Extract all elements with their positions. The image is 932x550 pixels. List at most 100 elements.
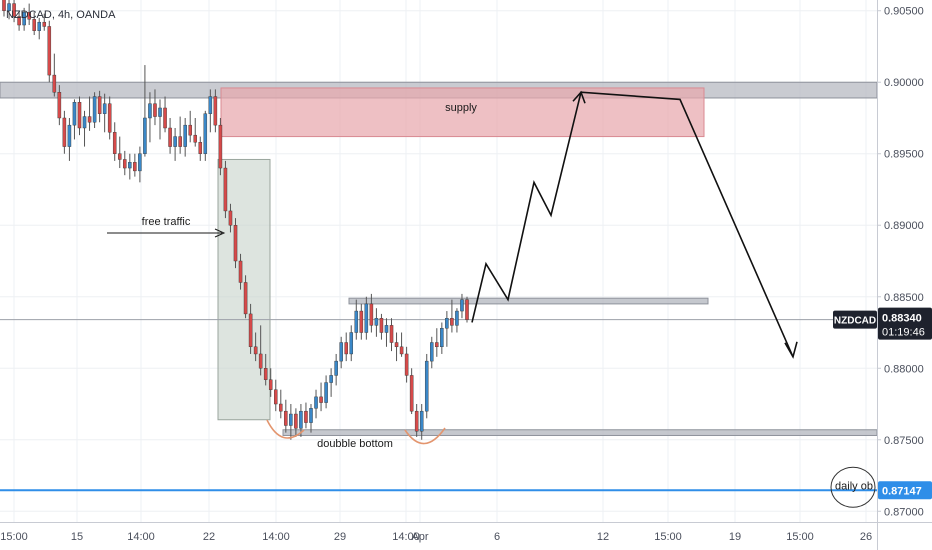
candle-body: [97, 96, 102, 114]
current-price-value: 0.88340: [882, 313, 922, 325]
candle-body: [324, 382, 328, 403]
candle-body: [435, 342, 439, 348]
candle-body: [233, 225, 238, 262]
price-tick-label: 0.90500: [884, 6, 924, 18]
candle-body: [304, 410, 308, 423]
price-tick-label: 0.89500: [884, 149, 924, 161]
time-tick-label: 26: [860, 531, 872, 543]
candle-body: [354, 310, 359, 333]
symbol-title: NZDCAD, 4h, OANDA: [6, 9, 116, 21]
time-tick-label: 14:00: [392, 531, 420, 543]
neckline-level: [348, 297, 709, 305]
time-tick-label: 14:00: [262, 531, 290, 543]
candle-body: [138, 153, 142, 172]
gridlines: [0, 0, 877, 522]
bottom-arc-left: [266, 419, 305, 439]
time-tick-label: 22: [203, 531, 215, 543]
price-tick-label: 0.89000: [884, 220, 924, 232]
candle-body: [77, 102, 82, 129]
candle-body: [148, 103, 152, 119]
candle-body: [248, 313, 253, 348]
time-tick-label: 14:00: [127, 531, 155, 543]
candle-body: [67, 124, 72, 147]
symbol-tag-bg: [833, 310, 877, 329]
candle-body: [183, 124, 187, 147]
candle-body: [243, 282, 248, 315]
candle-body: [57, 92, 62, 119]
bottom-arc-right: [404, 427, 446, 445]
candle-body: [319, 396, 323, 403]
candle-body: [334, 360, 338, 376]
candle-body: [12, 3, 16, 17]
time-tick-label: 15:00: [786, 531, 814, 543]
candle-body: [299, 410, 303, 429]
candle-body: [238, 260, 243, 283]
candle-body: [198, 142, 203, 154]
candle-body: [404, 353, 409, 376]
candle-body: [455, 310, 459, 326]
candle-body: [208, 96, 213, 114]
candle-body: [163, 107, 167, 129]
price-tick-label: 0.87500: [884, 435, 924, 447]
daily-ob-value: 0.87147: [882, 485, 922, 497]
price-tick-label: 0.90000: [884, 77, 924, 89]
time-axis[interactable]: [0, 522, 877, 550]
time-tick-label: 6: [494, 531, 500, 543]
symbol-price-tag: NZDCAD 0.88340 01:19:46: [833, 307, 932, 340]
candle-body: [188, 124, 192, 136]
free-traffic-arrowhead: [214, 228, 226, 238]
candle-body: [173, 136, 177, 147]
price-tick-label: 0.88500: [884, 292, 924, 304]
candle-body: [268, 379, 273, 390]
candle-body: [27, 11, 31, 20]
candle-body: [253, 346, 258, 355]
candle-body: [394, 342, 399, 348]
candle-body: [445, 318, 449, 329]
projection-arrowhead-up: [572, 90, 586, 104]
candle-body: [168, 127, 172, 147]
time-tick-label: 15: [71, 531, 83, 543]
candle-body: [384, 325, 389, 333]
candle-body: [218, 124, 223, 169]
candle-body: [42, 21, 47, 27]
candle-body: [419, 410, 424, 432]
price-axis[interactable]: [877, 0, 932, 550]
candle-body: [133, 162, 137, 172]
candle-body: [344, 342, 348, 355]
candle-body: [329, 375, 333, 383]
candle-body: [258, 353, 263, 369]
candle-body: [128, 162, 132, 169]
candle-body: [339, 342, 343, 362]
candle-body: [279, 403, 283, 412]
candle-body: [112, 132, 117, 154]
candle-body: [52, 74, 57, 93]
candle-body: [82, 116, 87, 129]
candle-body: [379, 318, 384, 333]
candle-body: [62, 117, 67, 147]
time-tick-label: 29: [334, 531, 346, 543]
candle-body: [87, 116, 92, 123]
ob-tag-bg: [878, 481, 932, 500]
candle-body: [92, 96, 97, 123]
bar-countdown: 01:19:46: [882, 327, 925, 339]
candle-body: [399, 346, 404, 355]
daily-ob-label: daily ob: [835, 480, 873, 492]
candle-body: [263, 368, 268, 380]
candlestick-series: [2, 0, 469, 440]
candle-body: [107, 103, 112, 133]
candle-body: [309, 408, 313, 423]
candle-body: [203, 113, 208, 154]
candle-body: [389, 325, 394, 343]
candle-body: [430, 342, 434, 362]
candle-body: [72, 102, 77, 126]
candle-body: [223, 167, 228, 212]
candle-body: [32, 19, 36, 31]
support-level: [282, 429, 878, 436]
candle-body: [158, 107, 162, 117]
candle-body: [7, 3, 11, 11]
candle-body: [364, 303, 369, 333]
candle-body: [17, 16, 21, 26]
price-tag-bg: [878, 307, 932, 340]
candle-body: [22, 11, 26, 26]
